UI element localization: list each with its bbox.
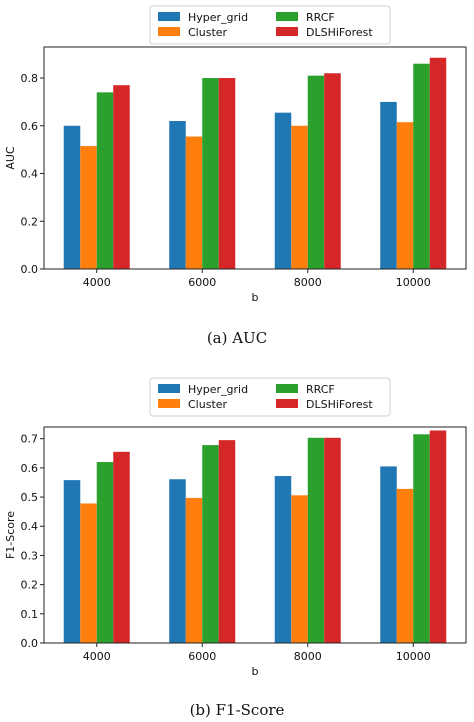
plot-frame [43,46,467,270]
legend-swatch-dlshiforest [276,399,298,408]
legend-box [149,377,391,417]
legend-label: RRCF [306,383,335,396]
bar-dlshiforest-8000 [324,437,341,643]
bar-hyper-grid-10000 [380,101,397,270]
bar-dlshiforest-4000 [113,451,130,643]
bar-hyper-grid-6000 [169,121,186,269]
legend-label: Hyper_grid [188,11,248,24]
bar-rrcf-6000 [202,78,219,269]
x-tick-label: 10000 [396,650,431,663]
legend-swatch-cluster [158,399,180,408]
legend-label: RRCF [306,11,335,24]
bar-hyper-grid-8000 [274,476,292,643]
y-tick-label: 0.6 [21,120,39,133]
bar-dlshiforest-8000 [324,73,341,269]
y-tick-label: 0.6 [21,462,39,475]
bar-dlshiforest-6000 [218,440,236,643]
legend-label: DLSHiForest [306,398,373,411]
y-tick-label: 0.2 [21,215,39,228]
x-tick-label: 6000 [188,276,216,289]
figure-caption: (b) F1-Score [190,701,285,719]
y-axis-label: AUC [4,146,17,170]
y-tick-label: 0.3 [21,549,39,562]
legend-swatch-hyper-grid [158,12,180,21]
legend-label: DLSHiForest [306,26,373,39]
x-axis-label: b [252,291,259,304]
x-tick-label: 6000 [188,650,216,663]
bar-hyper-grid-10000 [380,466,397,643]
bar-cluster-6000 [185,497,203,643]
y-tick-label: 0.0 [21,263,39,276]
bar-dlshiforest-6000 [218,78,236,269]
y-tick-label: 0.8 [21,72,39,85]
legend-label: Cluster [188,26,228,39]
bar-rrcf-6000 [202,445,219,643]
bar-rrcf-4000 [96,462,114,643]
y-tick-label: 0.4 [21,168,39,181]
x-tick-label: 8000 [294,650,322,663]
bar-cluster-8000 [291,495,308,643]
bar-hyper-grid-4000 [63,125,81,270]
y-tick-label: 0.5 [21,491,39,504]
legend-box [149,5,391,45]
bar-dlshiforest-10000 [429,57,447,269]
x-tick-label: 8000 [294,276,322,289]
bar-rrcf-10000 [413,63,430,270]
bar-cluster-10000 [396,122,414,269]
bar-cluster-8000 [291,125,308,270]
bar-dlshiforest-10000 [429,430,447,643]
plot-frame [43,426,467,644]
x-tick-label: 10000 [396,276,431,289]
y-axis-label: F1-Score [4,511,17,559]
legend-swatch-rrcf [276,384,298,393]
y-tick-label: 0.1 [21,608,39,621]
bar-hyper-grid-4000 [63,480,81,643]
auc-chart: 0.0 0.2 0.4 0.6 0.8 4000 6000 8000 10000 b AUC Hype… [4,5,467,347]
legend-swatch-dlshiforest [276,27,298,36]
bar-rrcf-8000 [307,75,325,270]
figure-caption: (a) AUC [207,329,267,347]
bar-rrcf-10000 [413,434,430,643]
legend-label: Cluster [188,398,228,411]
bar-dlshiforest-4000 [113,85,130,269]
bar-rrcf-4000 [96,92,114,269]
y-tick-label: 0.7 [21,433,39,446]
bar-rrcf-8000 [307,437,325,643]
bar-cluster-4000 [80,503,97,643]
legend-swatch-cluster [158,27,180,36]
f1-score-chart: 0.0 0.1 0.2 0.3 0.4 0.5 0.6 0.7 4000 6000 8000 1000… [4,377,467,719]
legend-label: Hyper_grid [188,383,248,396]
x-tick-label: 4000 [83,276,111,289]
legend-swatch-rrcf [276,12,298,21]
y-tick-label: 0.0 [21,637,39,650]
bar-cluster-6000 [185,136,203,269]
x-tick-label: 4000 [83,650,111,663]
bar-hyper-grid-8000 [274,112,292,270]
bar-hyper-grid-6000 [169,479,186,643]
legend-swatch-hyper-grid [158,384,180,393]
y-tick-label: 0.4 [21,520,39,533]
x-axis-label: b [252,665,259,678]
bar-cluster-10000 [396,488,414,643]
y-tick-label: 0.2 [21,579,39,592]
bar-cluster-4000 [80,146,97,269]
